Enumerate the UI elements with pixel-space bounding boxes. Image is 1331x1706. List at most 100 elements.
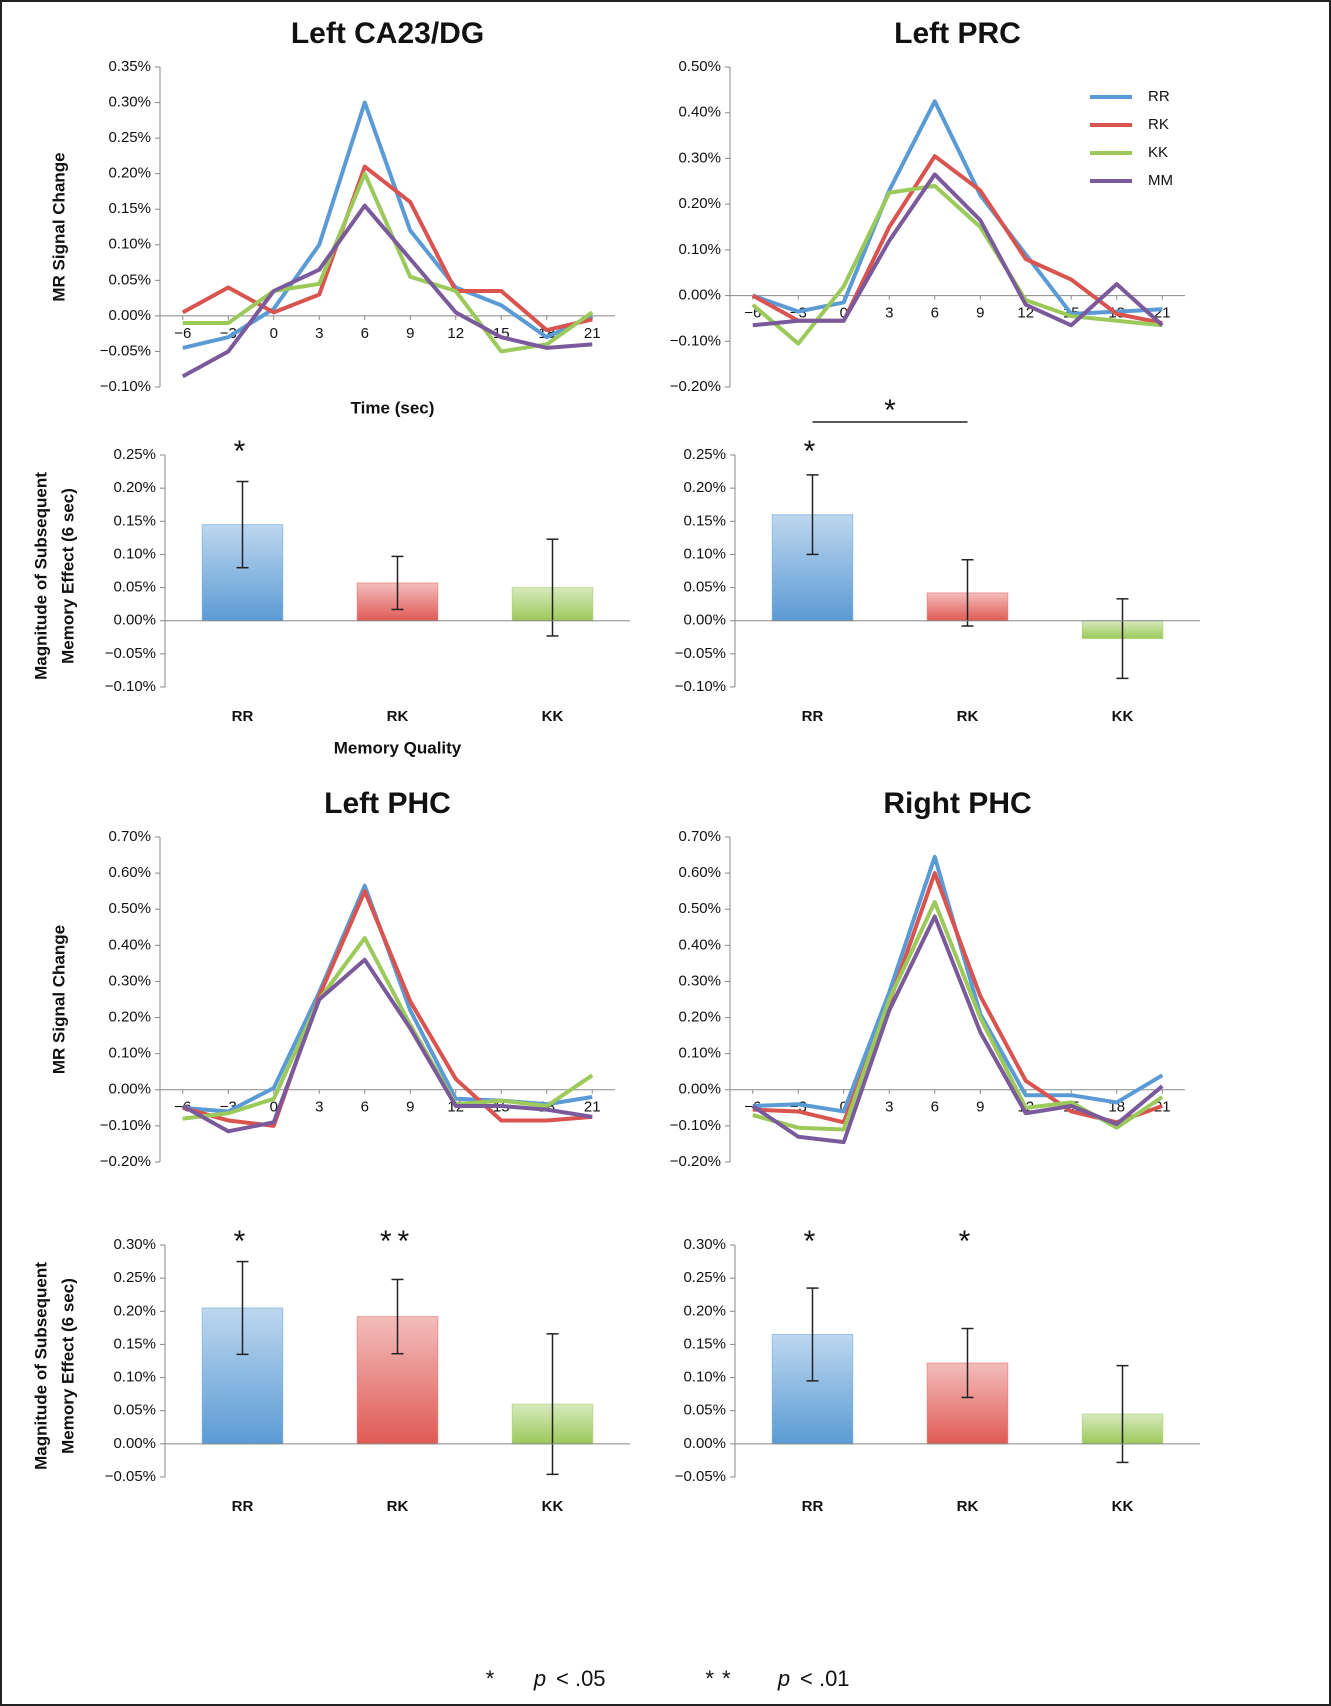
y-tick-label: −0.05% (105, 645, 156, 662)
y-tick-label: 0.50% (108, 900, 151, 917)
y-tick-label: 0.05% (113, 579, 156, 596)
significance-label: ** (380, 1225, 415, 1258)
error-bar (806, 474, 819, 556)
x-tick-label: RK (387, 708, 409, 725)
y-tick-label: 0.60% (108, 864, 151, 881)
error-bar (1116, 598, 1129, 680)
series-line (752, 871, 1163, 1125)
y-tick-label: 0.70% (108, 828, 151, 845)
y-tick-label: 0.50% (678, 58, 721, 75)
y-tick-label: 0.10% (113, 1369, 156, 1386)
y-tick-label: 0.70% (678, 828, 721, 845)
y-tick-label: −0.05% (100, 342, 151, 359)
chart-title: Right PHC (883, 787, 1031, 820)
y-tick-label: 0.35% (108, 58, 151, 75)
y-tick-label: 0.20% (113, 1302, 156, 1319)
series-line (751, 914, 1164, 1145)
series-line (751, 183, 1163, 346)
x-tick-label: 9 (976, 305, 984, 322)
note-variable: p (777, 1666, 790, 1691)
y-tick-label: 0.00% (113, 612, 156, 629)
y-tick-label: 0.00% (683, 1435, 726, 1452)
note-symbol: * (486, 1666, 495, 1691)
y-tick-label: 0.60% (678, 864, 721, 881)
x-tick-label: 12 (447, 325, 464, 342)
note-2: ** p < .01 (705, 1666, 849, 1691)
y-tick-label: 0.40% (678, 104, 721, 121)
note-condition: < .01 (800, 1666, 850, 1691)
significance-label: * (234, 1225, 252, 1258)
note-condition: < .05 (556, 1666, 606, 1691)
series-line (182, 171, 594, 354)
y-tick-label: 0.10% (678, 241, 721, 258)
y-tick-label: −0.10% (100, 378, 151, 395)
y-tick-label: −0.05% (675, 645, 726, 662)
error-bar (546, 538, 559, 637)
y-axis-label: Memory Effect (6 sec) (58, 488, 77, 664)
y-tick-label: 0.25% (683, 1269, 726, 1286)
series-line (182, 889, 593, 1128)
y-tick-label: 0.15% (108, 200, 151, 217)
y-tick-label: 0.30% (108, 94, 151, 111)
y-tick-label: 0.10% (683, 545, 726, 562)
y-tick-label: 0.30% (678, 972, 721, 989)
y-tick-label: 0.15% (683, 512, 726, 529)
y-tick-label: 0.20% (113, 479, 156, 496)
series-line (181, 203, 593, 379)
error-bar (961, 558, 974, 627)
series-line (181, 164, 593, 333)
series-line (181, 957, 593, 1134)
x-tick-label: 6 (931, 305, 939, 322)
x-tick-label: 0 (270, 1099, 278, 1116)
significance-label: * (804, 435, 822, 468)
y-tick-label: 0.30% (678, 149, 721, 166)
y-tick-label: 0.15% (113, 1335, 156, 1352)
legend-label: MM (1148, 172, 1173, 189)
y-tick-label: −0.05% (675, 1468, 726, 1485)
y-tick-label: 0.25% (683, 446, 726, 463)
y-tick-label: −0.10% (670, 332, 721, 349)
x-tick-label: KK (1112, 1498, 1134, 1515)
y-tick-label: 0.30% (113, 1236, 156, 1253)
significance-label: * (234, 435, 252, 468)
y-tick-label: −0.10% (675, 678, 726, 695)
y-tick-label: 0.15% (113, 512, 156, 529)
significance-label: * (959, 1225, 977, 1258)
x-tick-label: 3 (315, 325, 323, 342)
y-axis-label: MR Signal Change (49, 925, 68, 1074)
chart-title: Left PHC (324, 787, 451, 820)
y-axis-label: MR Signal Change (49, 152, 68, 301)
chart-title: Left PRC (894, 17, 1021, 50)
y-tick-label: −0.10% (670, 1117, 721, 1134)
x-tick-label: RK (957, 1498, 979, 1515)
error-bar (391, 1278, 404, 1355)
legend-label: RK (1148, 116, 1169, 133)
y-tick-label: 0.00% (678, 1081, 721, 1098)
series-line (752, 854, 1164, 1114)
y-tick-label: 0.00% (683, 612, 726, 629)
y-tick-label: 0.05% (113, 1402, 156, 1419)
y-tick-label: −0.20% (670, 378, 721, 395)
y-tick-label: 0.20% (678, 195, 721, 212)
error-bar (391, 555, 404, 611)
y-tick-label: 0.10% (108, 236, 151, 253)
legend-label: RR (1148, 88, 1170, 105)
x-tick-label: 6 (931, 1099, 939, 1116)
y-tick-label: 0.10% (678, 1045, 721, 1062)
x-tick-label: RR (232, 708, 254, 725)
x-tick-label: KK (542, 708, 564, 725)
x-tick-label: 9 (406, 1099, 414, 1116)
y-tick-label: 0.10% (113, 545, 156, 562)
y-tick-label: 0.05% (108, 271, 151, 288)
y-tick-label: 0.10% (683, 1369, 726, 1386)
y-tick-label: 0.25% (108, 129, 151, 146)
note-variable: p (533, 1666, 546, 1691)
series-line (182, 936, 594, 1121)
x-tick-label: 9 (976, 1099, 984, 1116)
y-tick-label: 0.05% (683, 1402, 726, 1419)
x-tick-label: 9 (406, 325, 414, 342)
x-tick-label: 3 (885, 305, 893, 322)
y-tick-label: 0.10% (108, 1045, 151, 1062)
y-tick-label: 0.40% (108, 936, 151, 953)
error-bar (236, 1260, 249, 1356)
